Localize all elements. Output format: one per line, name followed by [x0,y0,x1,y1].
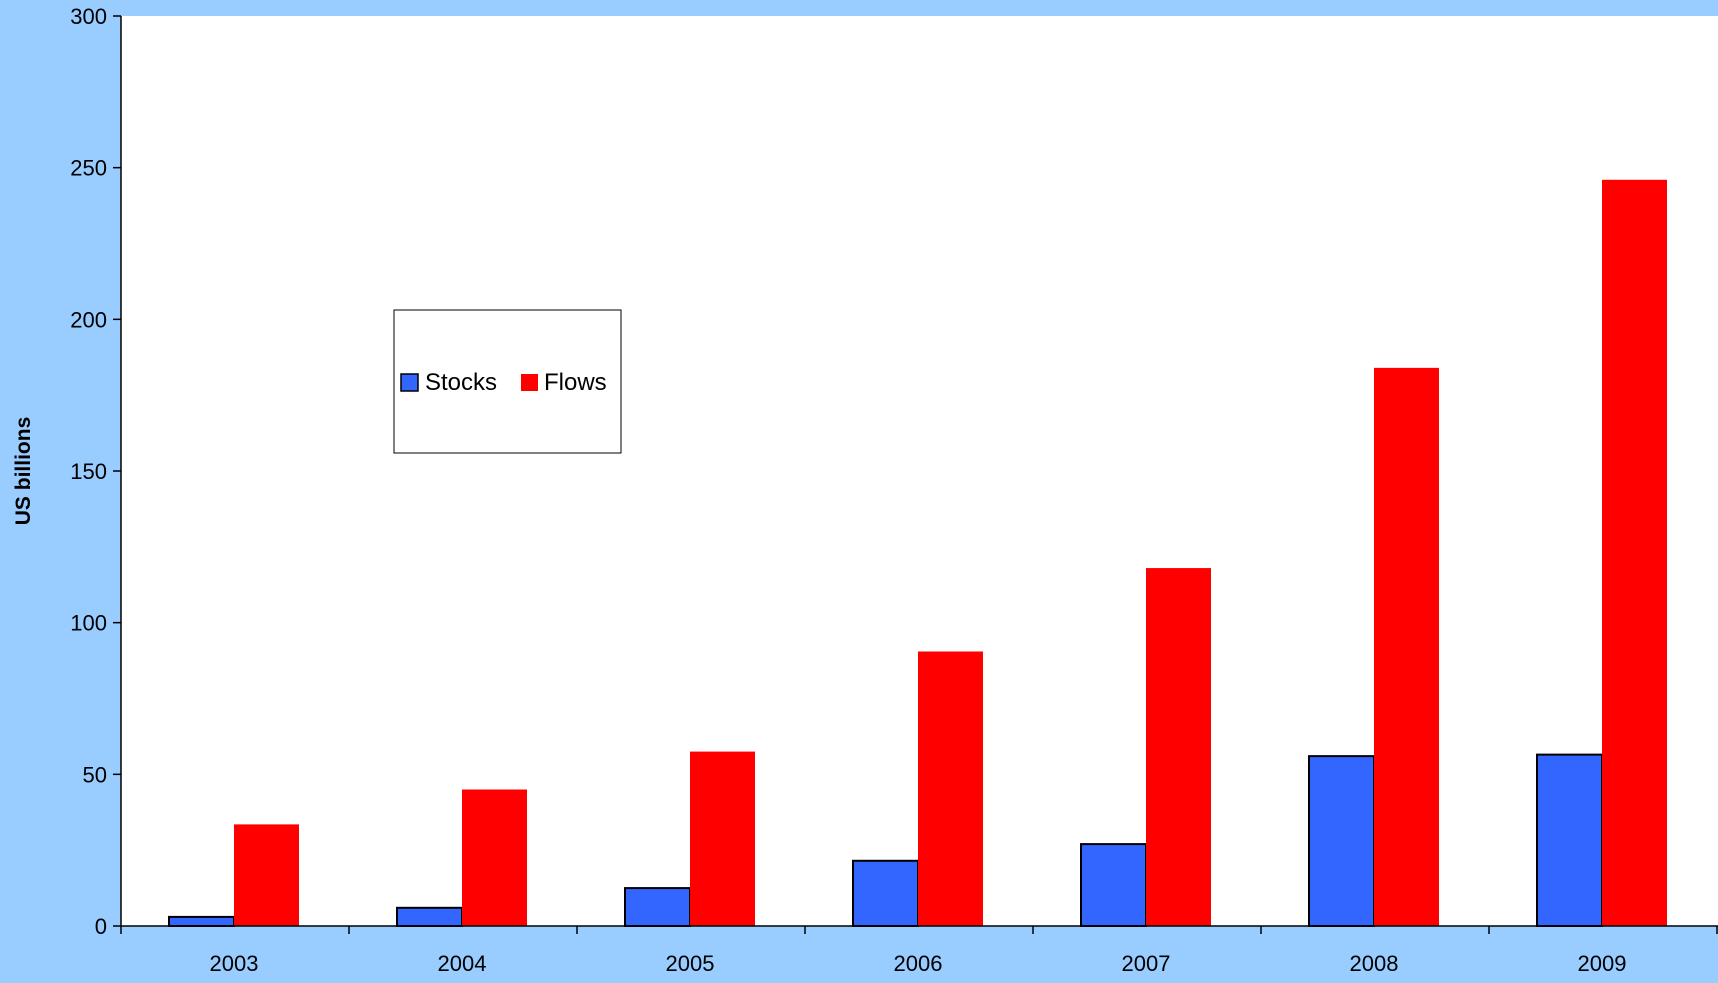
x-tick-label-2007: 2007 [1122,951,1171,976]
y-tick-label-150: 150 [70,459,107,484]
bar-flows-2004 [462,789,527,926]
bar-stocks-2006 [852,859,919,927]
bar-flows-2007 [1146,568,1211,926]
y-tick-label-100: 100 [70,611,107,636]
bar-stocks-2009 [1536,753,1603,927]
bar-stocks-2008 [1308,755,1375,928]
x-tick-label-2005: 2005 [666,951,715,976]
axes-layer: 0 50 100 150 200 250 300 2003 2004 2005 2006 2007 20… [70,4,1718,976]
legend-swatch-flows [521,374,538,391]
bar-stocks-2004 [396,906,463,927]
legend-label-stocks: Stocks [425,369,497,396]
y-tick-label-0: 0 [95,914,107,939]
bar-flows-2006 [918,651,983,926]
bar-stocks-2005 [624,887,691,927]
y-tick-label-200: 200 [70,307,107,332]
y-tick-label-250: 250 [70,156,107,181]
bar-stocks-2003 [168,915,235,928]
x-tick-label-2009: 2009 [1578,951,1627,976]
y-tick-label-50: 50 [83,762,107,787]
x-tick-label-2003: 2003 [210,951,259,976]
bar-flows-2003 [234,824,299,926]
x-tick-label-2006: 2006 [894,951,943,976]
bar-stocks-2007 [1080,843,1147,927]
x-tick-label-2004: 2004 [438,951,487,976]
y-tick-label-300: 300 [70,4,107,29]
bar-flows-2008 [1374,367,1439,926]
bar-flows-2009 [1602,179,1667,927]
x-tick-label-2008: 2008 [1350,951,1399,976]
bars-layer [168,179,1667,928]
legend-swatch-stocks [400,373,419,392]
legend: Stocks Flows [393,309,622,454]
y-axis-title: US billions [12,417,35,526]
legend-label-flows: Flows [544,369,607,396]
legend-box [393,309,622,454]
bar-flows-2005 [690,751,755,926]
